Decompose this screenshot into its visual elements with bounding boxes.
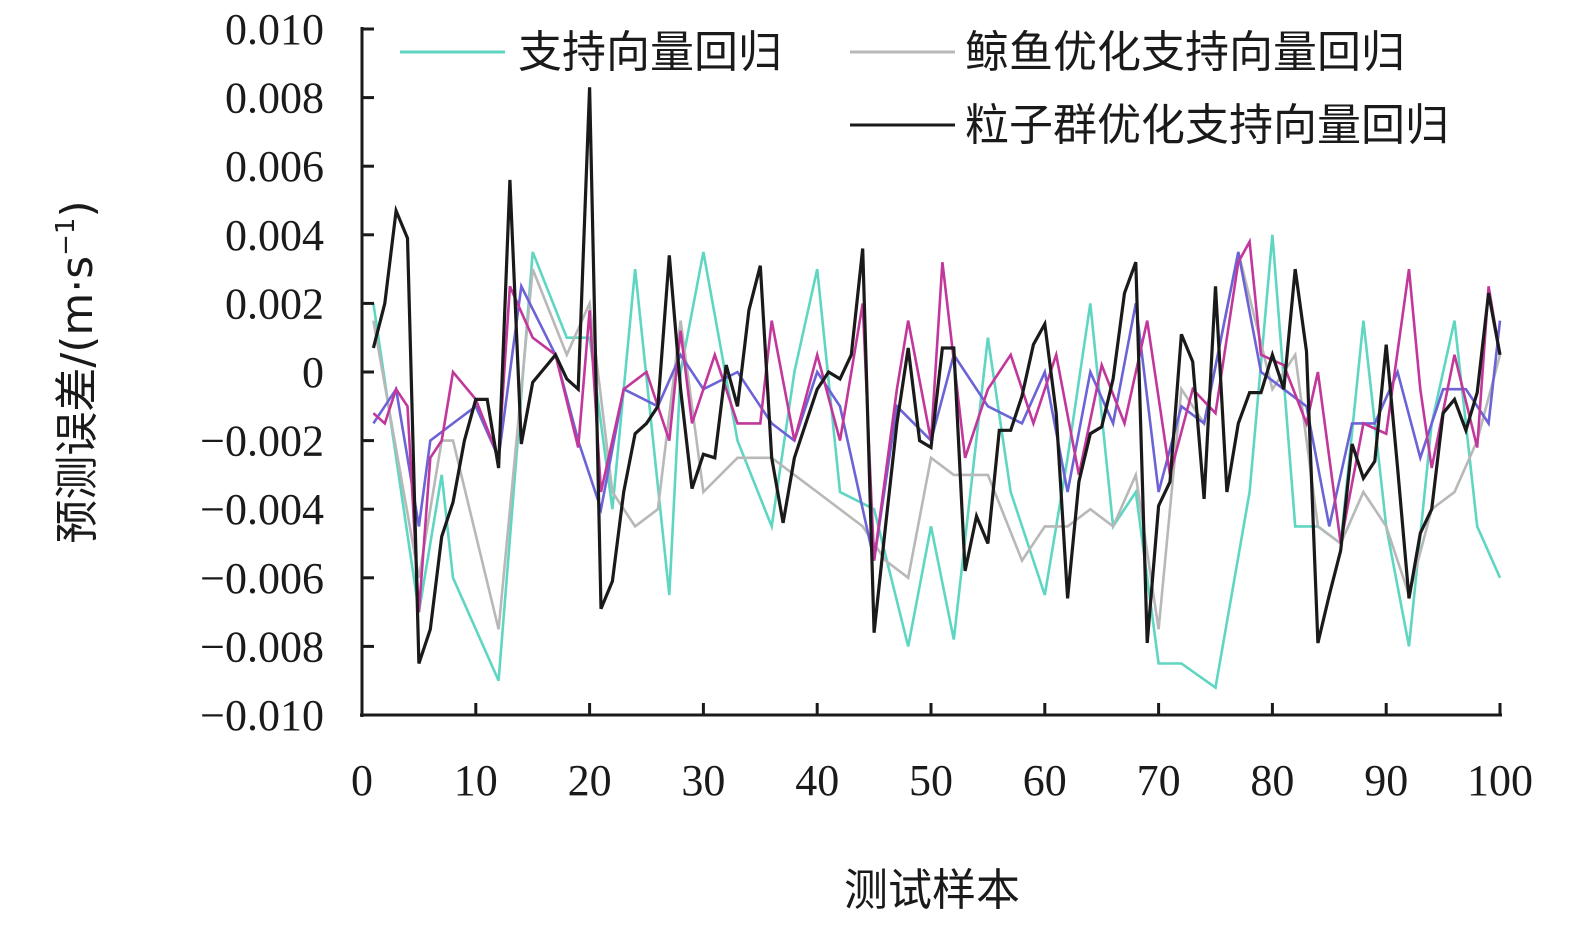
axes — [360, 27, 1502, 717]
y-tick-label: 0.002 — [225, 279, 324, 328]
x-tick-label: 40 — [795, 756, 839, 805]
x-tick-label: 90 — [1364, 756, 1408, 805]
legend: 支持向量回归 鲸鱼优化支持向量回归 粒子群优化支持向量回归 — [400, 27, 1449, 151]
x-tick-label: 50 — [909, 756, 953, 805]
x-tick-label: 30 — [681, 756, 725, 805]
x-tick-label: 20 — [568, 756, 612, 805]
x-tick-label: 0 — [351, 756, 373, 805]
y-tick-label: 0.006 — [225, 142, 324, 191]
y-tick-label: −0.008 — [200, 622, 324, 671]
legend-label-svr: 支持向量回归 — [518, 27, 782, 78]
legend-label-woa-svr: 鲸鱼优化支持向量回归 — [965, 27, 1405, 78]
y-tick-label: −0.002 — [200, 417, 324, 466]
x-tick-label: 70 — [1137, 756, 1181, 805]
legend-label-pso-svr: 粒子群优化支持向量回归 — [965, 100, 1449, 151]
x-tick-label: 60 — [1023, 756, 1067, 805]
series-line-1 — [372, 251, 1502, 630]
y-tick-label: 0.008 — [225, 74, 324, 123]
x-axis-label: 测试样本 — [844, 865, 1020, 916]
y-tick-label: 0 — [302, 348, 324, 397]
y-tick-label: −0.006 — [200, 554, 324, 603]
y-tick-label: −0.010 — [200, 691, 324, 740]
y-axis-label-exponent: −1 — [51, 218, 81, 256]
y-axis-label-close: ) — [52, 200, 103, 217]
y-axis-label: 预测误差/(m·s−1) — [51, 200, 103, 543]
y-tick-label: 0.010 — [225, 5, 324, 54]
y-tick-label: −0.004 — [200, 485, 324, 534]
series-line-4 — [371, 87, 1502, 665]
x-tick-label: 80 — [1250, 756, 1294, 805]
x-tick-label: 10 — [454, 756, 498, 805]
x-tick-label: 100 — [1467, 756, 1533, 805]
y-tick-label: 0.004 — [225, 211, 324, 260]
y-axis-label-main: 预测误差/(m·s — [52, 256, 103, 544]
tick-labels: 0.010 0.008 0.006 0.004 0.002 0 −0.002 −0.004 −0… — [200, 5, 1533, 805]
plot-lines — [371, 87, 1502, 690]
